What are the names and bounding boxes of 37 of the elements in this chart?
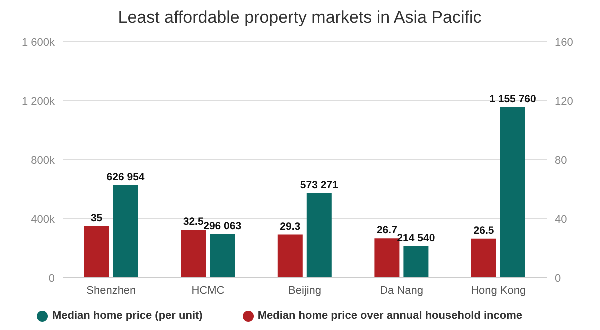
x-tick-label: HCMC bbox=[192, 284, 225, 297]
data-label: 296 063 bbox=[204, 220, 242, 232]
chart-title: Least affordable property markets in Asia Pacific bbox=[117, 8, 483, 28]
bar bbox=[404, 246, 429, 278]
legend-label: Median home price (per unit) bbox=[52, 310, 203, 322]
legend-label: Median home price over annual household income bbox=[258, 310, 523, 322]
x-tick-label: Da Nang bbox=[380, 284, 424, 297]
x-tick-label: Hong Kong bbox=[471, 284, 526, 297]
data-label: 32.5 bbox=[183, 216, 204, 228]
y-tick-label: 400k bbox=[31, 214, 56, 226]
y2-tick-label: 160 bbox=[555, 36, 574, 49]
data-label: 35 bbox=[90, 212, 103, 224]
bar bbox=[306, 193, 332, 278]
bar bbox=[500, 108, 526, 278]
data-label: 29.3 bbox=[280, 220, 301, 233]
y2-tick-label: 0 bbox=[555, 272, 562, 285]
bar bbox=[113, 186, 138, 278]
data-label: 1 155 760 bbox=[490, 94, 537, 106]
bar bbox=[84, 226, 110, 278]
data-label: 573 271 bbox=[300, 179, 339, 192]
data-label: 214 540 bbox=[397, 232, 436, 244]
bar bbox=[181, 230, 206, 278]
y-tick-label: 0 bbox=[48, 272, 55, 285]
bar bbox=[471, 238, 496, 278]
data-label: 26.5 bbox=[474, 224, 494, 237]
y2-tick-label: 120 bbox=[555, 96, 574, 108]
x-tick-label: Shenzhen bbox=[86, 284, 136, 297]
y-tick-label: 1 600k bbox=[22, 36, 56, 49]
data-label: 26.7 bbox=[376, 224, 398, 237]
y-tick-label: 1 200k bbox=[22, 96, 56, 108]
bar bbox=[210, 234, 236, 278]
bar bbox=[278, 234, 303, 278]
y2-tick-label: 40 bbox=[555, 214, 568, 226]
x-tick-label: Beijing bbox=[288, 284, 322, 297]
y-tick-label: 800k bbox=[31, 154, 56, 167]
data-label: 626 954 bbox=[106, 172, 145, 184]
y2-tick-label: 80 bbox=[555, 154, 568, 167]
